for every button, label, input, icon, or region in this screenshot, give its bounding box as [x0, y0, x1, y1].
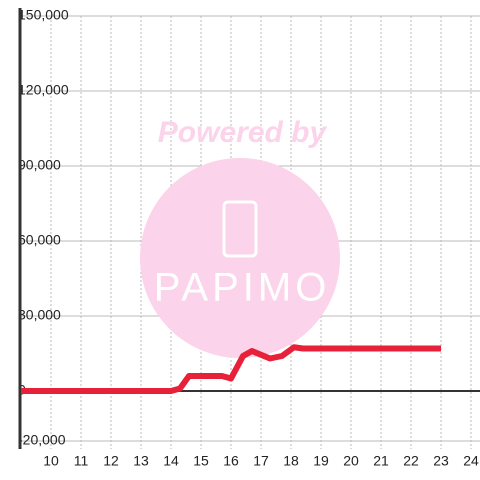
x-tick-label: 12 [103, 453, 119, 469]
x-tick-label: 23 [433, 453, 449, 469]
x-tick-label: 14 [163, 453, 179, 469]
x-tick-label: 16 [223, 453, 239, 469]
y-tick-label: 120,000 [18, 82, 69, 98]
y-tick-label: 30,000 [18, 307, 61, 323]
data-line [21, 344, 441, 394]
x-tick-label: 13 [133, 453, 149, 469]
x-tick-label: 24 [463, 453, 479, 469]
x-tick-label: 21 [373, 453, 389, 469]
x-tick-label: 19 [313, 453, 329, 469]
watermark-icon [222, 200, 258, 258]
x-tick-label: 11 [74, 453, 89, 469]
x-tick-label: 20 [343, 453, 359, 469]
watermark-brand: PAPIMO [154, 266, 331, 310]
watermark-circle [140, 158, 340, 358]
x-tick-label: 22 [403, 453, 419, 469]
x-tick-label: 18 [283, 453, 299, 469]
y-tick-label: 150,000 [18, 7, 69, 23]
x-tick-label: 17 [253, 453, 269, 469]
y-tick-label: -20,000 [18, 432, 66, 448]
x-tick-label: 15 [193, 453, 209, 469]
x-tick-label: 10 [43, 453, 59, 469]
y-tick-label: 90,000 [18, 157, 61, 173]
watermark-text: Powered by [158, 116, 328, 149]
y-tick-label: 60,000 [18, 232, 61, 248]
